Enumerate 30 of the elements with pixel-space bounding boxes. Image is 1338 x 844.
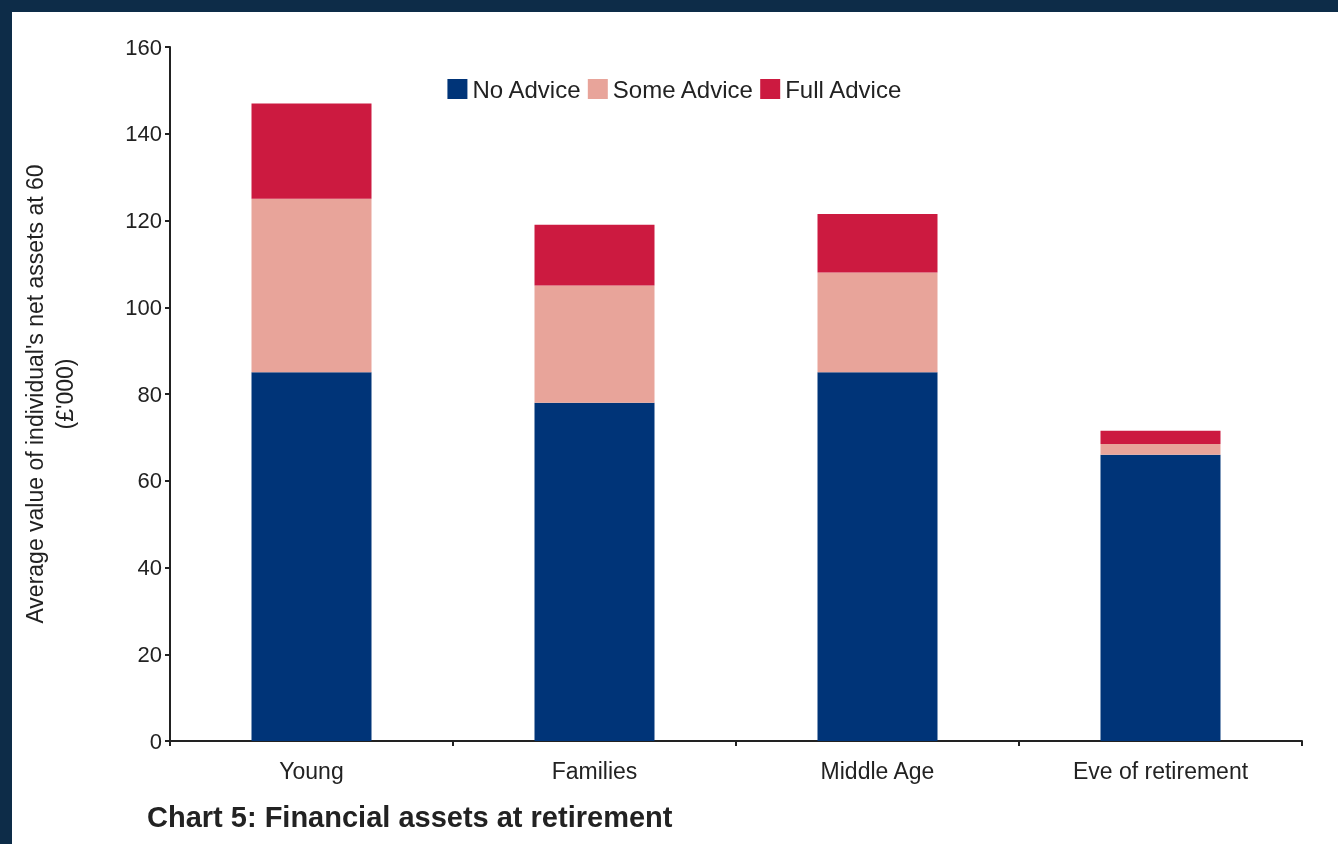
bar bbox=[534, 224, 655, 286]
bar bbox=[251, 103, 372, 199]
bar bbox=[1100, 454, 1221, 741]
y-tick-label: 40 bbox=[137, 555, 162, 580]
legend-label: Full Advice bbox=[785, 75, 902, 103]
bar bbox=[817, 272, 938, 373]
bar bbox=[1100, 443, 1221, 455]
y-tick-label: 20 bbox=[137, 641, 162, 667]
y-tick-label: 0 bbox=[149, 728, 162, 754]
bar bbox=[251, 198, 372, 373]
x-tick-label: Young bbox=[279, 757, 344, 784]
y-tick-label: 120 bbox=[125, 208, 162, 233]
x-tick-label: Families bbox=[551, 757, 638, 784]
bar bbox=[817, 213, 938, 273]
y-axis-title: Average value of individual's net assets at 60 (£'000) bbox=[22, 164, 78, 624]
legend-label: No Advice bbox=[472, 75, 581, 103]
y-tick-label: 160 bbox=[125, 34, 162, 60]
y-tick-label: 80 bbox=[137, 381, 162, 407]
bar bbox=[534, 402, 655, 741]
text: Chart 5: Financial assets at retirement bbox=[147, 800, 673, 833]
x-tick-label: Middle Age bbox=[820, 757, 935, 784]
x-tick-label: Eve of retirement bbox=[1072, 757, 1249, 784]
bar bbox=[534, 285, 655, 403]
y-tick-label: 140 bbox=[125, 121, 162, 147]
bar bbox=[251, 372, 372, 741]
legend-label: Some Advice bbox=[612, 75, 753, 103]
y-tick-label: 100 bbox=[125, 294, 162, 320]
y-tick-label: 60 bbox=[137, 468, 162, 494]
bar bbox=[817, 372, 938, 741]
bar bbox=[1100, 430, 1221, 444]
